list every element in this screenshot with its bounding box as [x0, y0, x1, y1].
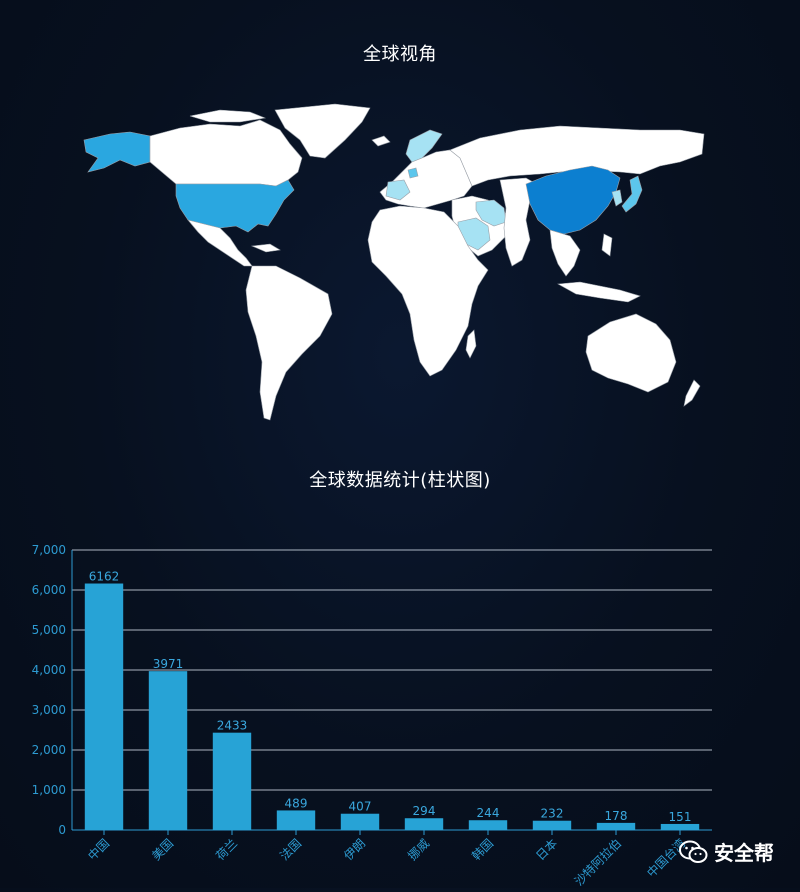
bar	[340, 813, 380, 830]
map-region-norway	[405, 129, 443, 163]
map-region-indonesia	[557, 281, 641, 303]
world-map-svg	[83, 103, 705, 421]
bar	[404, 818, 444, 830]
map-region-netherlands	[407, 167, 419, 179]
x-tick-label: 法国	[277, 836, 304, 863]
y-tick-label: 3,000	[32, 703, 66, 717]
map-region-madagascar	[465, 329, 477, 359]
bar-value-label: 151	[669, 810, 692, 824]
bar-value-label: 2433	[217, 719, 248, 733]
map-region-china	[525, 165, 621, 235]
map-region-canada	[149, 119, 303, 187]
bar-value-label: 294	[413, 804, 436, 818]
bar	[148, 671, 188, 830]
bar	[84, 583, 124, 830]
x-tick-label: 荷兰	[213, 836, 240, 863]
map-region-greenland	[274, 103, 371, 159]
y-tick-label: 1,000	[32, 783, 66, 797]
chart-title: 全球数据统计(柱状图)	[309, 470, 491, 491]
bar-value-label: 6162	[89, 570, 120, 584]
x-tick-label: 伊朗	[341, 836, 368, 863]
bar-value-label: 232	[541, 807, 564, 821]
chart-y-ticks: 0 1,000 2,000 3,000 4,000 5,000 6,000 7,000	[32, 543, 66, 837]
wechat-icon	[679, 840, 708, 863]
map-region-southeast-asia	[549, 229, 581, 277]
map-region-france	[385, 179, 411, 201]
world-map	[80, 100, 710, 430]
bar-value-label: 178	[605, 809, 628, 823]
bar-chart-svg: 6162 3971 2433 489 407 294 244 232 178 151 中国 美国 荷兰…	[32, 543, 712, 889]
map-region-russia	[449, 125, 705, 187]
bar	[468, 820, 508, 830]
map-region-africa	[367, 205, 489, 377]
y-tick-label: 5,000	[32, 623, 66, 637]
map-region-iceland	[371, 135, 391, 147]
x-tick-label: 日本	[533, 836, 560, 863]
map-title: 全球视角	[363, 44, 437, 65]
map-region-japan	[621, 175, 643, 213]
bar-chart: 6162 3971 2433 489 407 294 244 232 178 151 中国 美国 荷兰…	[0, 530, 800, 889]
bar-value-label: 244	[477, 806, 500, 820]
chart-bars	[84, 583, 700, 830]
map-region-arctic-islands	[189, 109, 267, 123]
map-region-iran	[475, 199, 507, 227]
bar-value-label: 407	[349, 800, 372, 814]
bar	[596, 822, 636, 830]
bar	[276, 810, 316, 830]
bar	[532, 820, 572, 830]
map-region-usa	[175, 179, 295, 233]
map-region-new-zealand	[683, 379, 701, 407]
y-tick-label: 0	[58, 823, 66, 837]
y-tick-label: 6,000	[32, 583, 66, 597]
y-tick-label: 7,000	[32, 543, 66, 557]
bar	[660, 823, 700, 830]
map-region-alaska	[83, 131, 151, 173]
map-region-australia	[585, 313, 677, 393]
map-region-korea	[611, 189, 623, 207]
watermark: 安全帮	[678, 837, 774, 866]
chart-data-labels: 6162 3971 2433 489 407 294 244 232 178 151	[89, 570, 692, 824]
bar-value-label: 489	[285, 796, 308, 810]
map-region-caribbean	[250, 243, 281, 253]
x-tick-label: 美国	[149, 836, 176, 863]
x-tick-label: 韩国	[469, 836, 497, 864]
watermark-text: 安全帮	[714, 841, 774, 865]
x-tick-label: 中国	[85, 836, 113, 864]
y-tick-label: 4,000	[32, 663, 66, 677]
chart-x-ticks: 中国 美国 荷兰 法国 伊朗 挪威 韩国 日本 沙特阿拉伯 中国台湾	[85, 830, 688, 889]
x-tick-label: 沙特阿拉伯	[571, 836, 624, 888]
map-region-south-america	[245, 265, 333, 421]
map-region-philippines	[601, 233, 613, 257]
bar	[212, 732, 252, 830]
x-tick-label: 挪威	[405, 836, 432, 863]
bar-value-label: 3971	[153, 657, 184, 671]
y-tick-label: 2,000	[32, 743, 66, 757]
